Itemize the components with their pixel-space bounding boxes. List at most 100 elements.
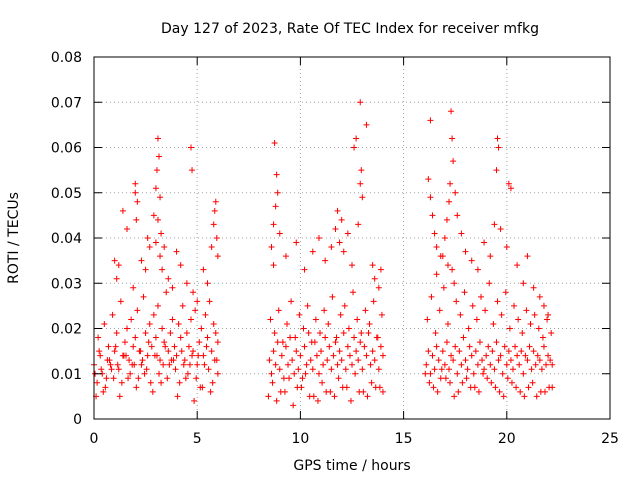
data-point [361, 343, 368, 350]
data-point [537, 388, 544, 395]
data-point [371, 357, 378, 364]
data-point [204, 280, 211, 287]
data-point [377, 266, 384, 273]
data-point [364, 393, 371, 400]
data-point [314, 397, 321, 404]
data-point [321, 307, 328, 314]
data-point [449, 135, 456, 142]
data-point [357, 339, 364, 346]
data-point [444, 262, 451, 269]
data-point [196, 339, 203, 346]
data-point [300, 325, 307, 332]
data-point [178, 348, 185, 355]
data-point [156, 153, 163, 160]
data-point [506, 325, 513, 332]
data-point [370, 298, 377, 305]
data-point [304, 302, 311, 309]
data-point [126, 357, 133, 364]
data-point [429, 352, 436, 359]
data-point [438, 366, 445, 373]
data-point [517, 388, 524, 395]
data-point [320, 361, 327, 368]
data-point [271, 139, 278, 146]
data-point [292, 334, 299, 341]
data-point [540, 343, 547, 350]
data-point [353, 348, 360, 355]
data-point [474, 361, 481, 368]
data-point [120, 352, 127, 359]
data-point [135, 375, 142, 382]
data-point [526, 343, 533, 350]
data-point [498, 311, 505, 318]
data-point [424, 316, 431, 323]
data-point [180, 361, 187, 368]
data-point [307, 357, 314, 364]
data-point [323, 388, 330, 395]
y-tick-labels: 0 0.01 0.02 0.03 0.04 0.05 0.06 0.07 0.08 [51, 50, 82, 428]
data-point [210, 221, 217, 228]
data-point [124, 225, 131, 232]
data-point [273, 397, 280, 404]
data-point [473, 316, 480, 323]
data-point [164, 375, 171, 382]
data-point [189, 352, 196, 359]
data-point [179, 302, 186, 309]
data-point [452, 343, 459, 350]
data-point [536, 357, 543, 364]
x-tick-label: 25 [601, 431, 619, 447]
data-point [520, 280, 527, 287]
data-point [158, 379, 165, 386]
data-point [270, 262, 277, 269]
data-point [205, 366, 212, 373]
data-point [379, 352, 386, 359]
x-tick-label: 0 [90, 431, 99, 447]
data-point [530, 348, 537, 355]
data-point [368, 379, 375, 386]
data-point [513, 384, 520, 391]
data-point [365, 330, 372, 337]
data-point [267, 316, 274, 323]
data-point [464, 366, 471, 373]
data-point [474, 266, 481, 273]
data-point [319, 379, 326, 386]
data-point [312, 316, 319, 323]
data-point [183, 280, 190, 287]
data-point [154, 135, 161, 142]
x-axis-label: GPS time / hours [293, 458, 410, 474]
data-point [280, 375, 287, 382]
data-point [351, 144, 358, 151]
data-point [367, 361, 374, 368]
data-point [200, 352, 207, 359]
data-point [338, 357, 345, 364]
data-point [447, 379, 454, 386]
data-point [153, 352, 160, 359]
data-point [512, 343, 519, 350]
data-point [454, 370, 461, 377]
data-point [491, 366, 498, 373]
data-point [282, 253, 289, 260]
data-point [359, 194, 366, 201]
data-point [171, 343, 178, 350]
data-point [125, 375, 132, 382]
data-point [201, 361, 208, 368]
data-point [530, 284, 537, 291]
data-point [162, 343, 169, 350]
data-point [465, 325, 472, 332]
data-point [182, 375, 189, 382]
data-point [371, 275, 378, 282]
data-point [268, 244, 275, 251]
data-point [152, 334, 159, 341]
data-point [476, 339, 483, 346]
data-point [159, 325, 166, 332]
data-point [115, 262, 122, 269]
data-point [423, 361, 430, 368]
data-point [378, 311, 385, 318]
data-point [491, 221, 498, 228]
data-point [113, 275, 120, 282]
data-point [287, 334, 294, 341]
data-point [137, 348, 144, 355]
data-point [143, 366, 150, 373]
data-point [210, 320, 217, 327]
data-point [481, 239, 488, 246]
data-point [96, 348, 103, 355]
